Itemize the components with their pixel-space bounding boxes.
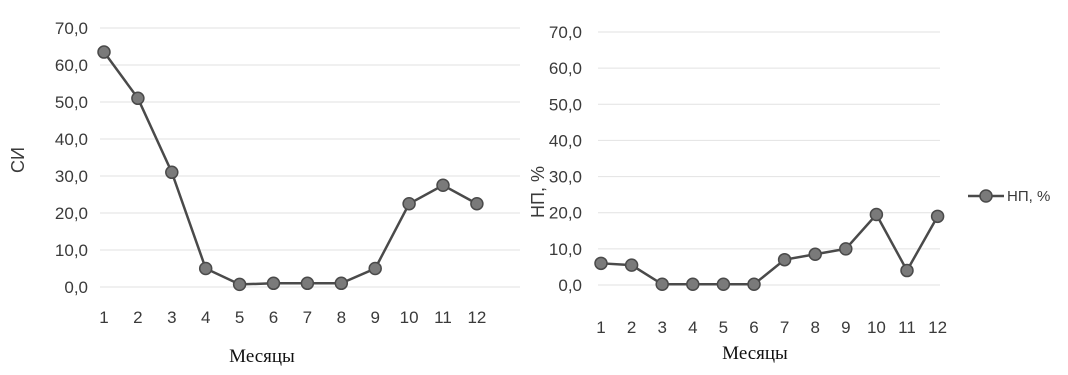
x-tick-label: 5 xyxy=(235,308,244,327)
data-point xyxy=(594,256,608,271)
x-axis-label: Месяцы xyxy=(229,346,295,367)
data-point xyxy=(930,209,945,224)
data-point xyxy=(716,277,731,292)
data-point xyxy=(655,277,669,292)
data-point xyxy=(686,277,700,292)
x-tick-label: 12 xyxy=(467,308,486,327)
x-tick-label: 1 xyxy=(99,308,108,327)
x-tick-label: 9 xyxy=(370,308,379,327)
data-point xyxy=(232,277,247,292)
y-tick-label: 10,0 xyxy=(55,241,88,260)
y-axis-label: НП, % xyxy=(528,166,548,218)
data-point xyxy=(777,252,792,267)
data-point xyxy=(470,197,484,211)
x-tick-label: 11 xyxy=(434,308,452,327)
data-point xyxy=(97,45,111,59)
y-tick-label: 50,0 xyxy=(549,95,582,114)
data-point xyxy=(266,276,281,291)
x-tick-label: 10 xyxy=(867,318,886,337)
x-tick-label: 3 xyxy=(167,308,176,327)
y-tick-label: 50,0 xyxy=(55,93,88,112)
legend: НП, % xyxy=(968,188,1050,205)
x-tick-label: 2 xyxy=(627,318,636,337)
data-point xyxy=(300,276,315,291)
data-point xyxy=(436,178,450,192)
x-tick-label: 11 xyxy=(898,318,916,337)
x-tick-label: 4 xyxy=(688,318,697,337)
x-tick-label: 9 xyxy=(841,318,850,337)
data-point xyxy=(900,263,914,278)
y-tick-label: 60,0 xyxy=(549,59,582,78)
data-point xyxy=(402,197,416,211)
y-tick-label: 20,0 xyxy=(55,204,88,223)
x-tick-label: 6 xyxy=(749,318,758,337)
x-tick-label: 6 xyxy=(269,308,278,327)
y-tick-label: 40,0 xyxy=(55,130,88,149)
data-point xyxy=(165,165,179,180)
data-point xyxy=(808,247,822,262)
y-tick-label: 40,0 xyxy=(549,131,582,150)
y-tick-label: 30,0 xyxy=(55,167,88,186)
y-axis-label: СИ xyxy=(8,147,28,173)
y-tick-label: 0,0 xyxy=(558,276,582,295)
y-tick-label: 60,0 xyxy=(55,56,88,75)
data-point xyxy=(869,207,884,222)
x-tick-label: 7 xyxy=(780,318,789,337)
x-tick-label: 8 xyxy=(810,318,819,337)
x-tick-label: 1 xyxy=(596,318,605,337)
data-point xyxy=(334,276,349,291)
y-tick-label: 0,0 xyxy=(64,278,88,297)
legend-label: НП, % xyxy=(1007,188,1050,205)
x-tick-label: 3 xyxy=(657,318,666,337)
series-line xyxy=(600,212,939,286)
x-tick-label: 10 xyxy=(400,308,419,327)
y-tick-label: 30,0 xyxy=(549,168,582,187)
data-point xyxy=(131,91,145,106)
data-point xyxy=(624,258,639,272)
x-tick-label: 7 xyxy=(303,308,312,327)
x-tick-label: 8 xyxy=(337,308,346,327)
data-point xyxy=(198,261,213,276)
data-point xyxy=(747,277,761,292)
y-tick-label: 10,0 xyxy=(549,240,582,259)
x-tick-label: 2 xyxy=(133,308,142,327)
x-axis-label: Месяцы xyxy=(722,343,788,364)
x-tick-label: 5 xyxy=(719,318,728,337)
y-tick-label: 70,0 xyxy=(549,23,582,42)
x-tick-label: 4 xyxy=(201,308,210,327)
y-tick-label: 70,0 xyxy=(55,19,88,38)
legend-marker xyxy=(979,189,993,203)
y-tick-label: 20,0 xyxy=(549,204,582,223)
data-point xyxy=(839,242,853,256)
data-point xyxy=(368,261,382,276)
x-tick-label: 12 xyxy=(928,318,947,337)
